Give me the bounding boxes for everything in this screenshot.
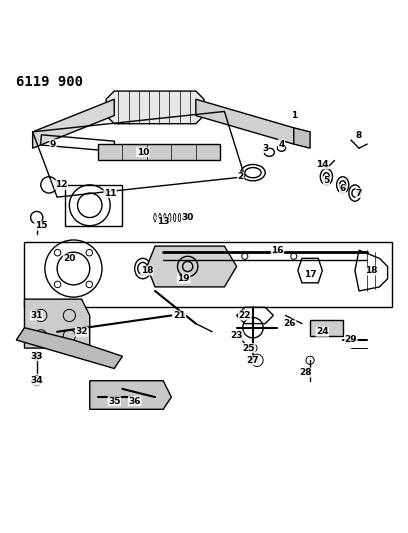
Text: 33: 33 <box>31 352 43 361</box>
Text: 9: 9 <box>50 140 56 149</box>
Text: 3: 3 <box>262 144 268 152</box>
Text: 18: 18 <box>365 266 377 275</box>
Text: 12: 12 <box>55 180 67 189</box>
Text: 10: 10 <box>137 148 149 157</box>
Polygon shape <box>294 128 310 148</box>
Text: 4: 4 <box>278 140 285 149</box>
Polygon shape <box>147 246 237 287</box>
Text: 21: 21 <box>173 311 186 320</box>
Polygon shape <box>310 320 343 336</box>
Polygon shape <box>90 381 171 409</box>
Text: 7: 7 <box>356 189 362 198</box>
Text: 27: 27 <box>247 356 259 365</box>
Text: 6: 6 <box>339 184 346 193</box>
Text: 5: 5 <box>323 176 330 185</box>
Text: 26: 26 <box>284 319 296 328</box>
Text: 8: 8 <box>356 132 362 140</box>
Polygon shape <box>106 91 204 124</box>
Text: 34: 34 <box>31 376 43 385</box>
Text: 24: 24 <box>316 327 328 336</box>
Text: 32: 32 <box>75 327 88 336</box>
Text: 18: 18 <box>141 266 153 275</box>
Circle shape <box>33 352 41 360</box>
Text: 35: 35 <box>108 397 120 406</box>
Text: 6119 900: 6119 900 <box>16 75 83 88</box>
Text: 31: 31 <box>31 311 43 320</box>
Polygon shape <box>33 99 114 148</box>
Text: 29: 29 <box>345 335 357 344</box>
Polygon shape <box>196 99 294 144</box>
Text: 15: 15 <box>35 221 47 230</box>
Text: 17: 17 <box>304 270 316 279</box>
Text: 11: 11 <box>104 189 116 198</box>
Text: 13: 13 <box>157 217 169 226</box>
Text: 25: 25 <box>243 344 255 353</box>
Text: 30: 30 <box>182 213 194 222</box>
Polygon shape <box>16 328 122 368</box>
Text: 36: 36 <box>129 397 141 406</box>
Text: 2: 2 <box>237 172 244 181</box>
Text: 23: 23 <box>231 332 243 341</box>
Text: 22: 22 <box>239 311 251 320</box>
Text: 20: 20 <box>63 254 75 263</box>
Text: 14: 14 <box>316 160 328 169</box>
Text: 16: 16 <box>271 246 284 255</box>
Text: 19: 19 <box>177 274 190 283</box>
Bar <box>40 135 115 151</box>
Polygon shape <box>24 299 90 348</box>
Polygon shape <box>98 144 220 160</box>
Text: 1: 1 <box>290 111 297 120</box>
Text: 28: 28 <box>300 368 312 377</box>
